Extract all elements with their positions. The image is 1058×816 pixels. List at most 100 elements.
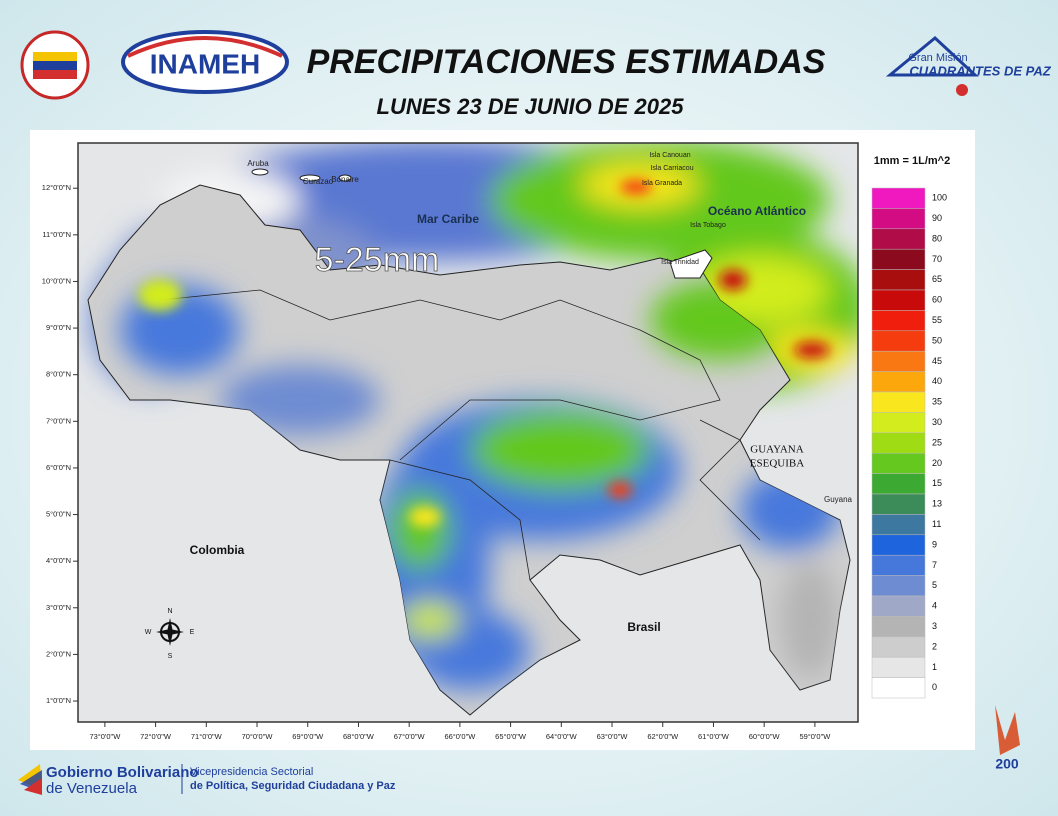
x-tick-label: 60°0'0"W — [749, 732, 781, 741]
compass-label: W — [145, 629, 152, 636]
y-tick-label: 3°0'0"N — [46, 603, 71, 612]
x-tick-label: 65°0'0"W — [495, 732, 527, 741]
legend-label: 4 — [932, 601, 937, 611]
compass-label: N — [167, 608, 172, 615]
legend-swatch — [871, 391, 926, 413]
rain-annotation: 5-25mm — [315, 241, 440, 279]
y-tick-label: 7°0'0"N — [46, 416, 71, 425]
map-label: Isla Canouan — [649, 152, 690, 159]
map-label: Isla Carriacou — [650, 165, 693, 172]
y-tick-label: 5°0'0"N — [46, 510, 71, 519]
y-tick-label: 11°0'0"N — [42, 230, 71, 239]
x-tick-label: 59°0'0"W — [799, 732, 831, 741]
map-label: Mar Caribe — [417, 212, 479, 226]
map-label: ESEQUIBA — [750, 458, 804, 470]
footer-text: Vicepresidencia Sectorial — [190, 766, 313, 778]
legend-label: 45 — [932, 356, 942, 366]
map-label: Aruba — [247, 159, 269, 168]
y-tick-label: 2°0'0"N — [46, 649, 71, 658]
x-tick-label: 73°0'0"W — [89, 732, 121, 741]
footer-text: de Política, Seguridad Ciudadana y Paz — [190, 780, 396, 792]
legend-label: 90 — [932, 213, 942, 223]
x-tick-label: 66°0'0"W — [444, 732, 476, 741]
legend-label: 40 — [932, 376, 942, 386]
legend-swatch — [871, 432, 926, 454]
legend-label: 1 — [932, 662, 937, 672]
y-tick-label: 1°0'0"N — [46, 696, 71, 705]
x-tick-label: 69°0'0"W — [292, 732, 324, 741]
legend-swatch — [871, 493, 926, 515]
map-frame — [77, 142, 859, 723]
badge-text: 200 — [995, 756, 1019, 772]
inameh-logo: INAMEH — [121, 30, 289, 94]
map-label: Isla Granada — [642, 180, 682, 187]
legend-swatch — [871, 554, 926, 576]
legend-label: 35 — [932, 397, 942, 407]
y-tick-label: 8°0'0"N — [46, 370, 71, 379]
x-tick-label: 61°0'0"W — [698, 732, 730, 741]
logo-text: CUADRANTES DE PAZ — [909, 63, 1051, 78]
legend-swatch — [871, 208, 926, 230]
legend-swatch — [871, 269, 926, 291]
y-tick-label: 12°0'0"N — [42, 183, 71, 192]
legend-swatch — [871, 330, 926, 352]
y-tick-label: 4°0'0"N — [46, 556, 71, 565]
y-tick-label: 6°0'0"N — [46, 463, 71, 472]
legend-swatch — [871, 452, 926, 474]
legend-label: 9 — [932, 539, 937, 549]
legend-swatch — [871, 228, 926, 250]
x-tick-label: 64°0'0"W — [546, 732, 578, 741]
legend-label: 80 — [932, 233, 942, 243]
map-label: Bonaire — [331, 175, 359, 184]
legend-swatch — [871, 514, 926, 536]
x-tick-label: 62°0'0"W — [647, 732, 679, 741]
logo-text: Gran Misión — [908, 52, 967, 64]
subtitle: LUNES 23 DE JUNIO DE 2025 — [377, 94, 685, 119]
legend-swatch — [871, 371, 926, 393]
emblem-left — [20, 30, 90, 100]
legend-title: 1mm = 1L/m^2 — [874, 155, 950, 167]
legend-swatch — [871, 616, 926, 638]
legend-swatch — [871, 473, 926, 495]
map-label: Colombia — [190, 543, 245, 557]
y-tick-label: 10°0'0"N — [42, 276, 71, 285]
cuadrantes-logo: Gran Misión CUADRANTES DE PAZ — [885, 36, 1052, 96]
x-tick-label: 72°0'0"W — [140, 732, 172, 741]
legend-swatch — [871, 350, 926, 372]
legend-label: 60 — [932, 295, 942, 305]
legend-label: 25 — [932, 437, 942, 447]
map-label: Curazao — [303, 177, 334, 186]
legend-label: 11 — [932, 519, 941, 529]
x-tick-label: 70°0'0"W — [242, 732, 274, 741]
legend-label: 3 — [932, 621, 937, 631]
legend-label: 30 — [932, 417, 942, 427]
y-tick-label: 9°0'0"N — [46, 323, 71, 332]
x-tick-label: 71°0'0"W — [191, 732, 223, 741]
legend-swatch — [871, 656, 926, 678]
legend-swatch — [871, 636, 926, 658]
legend-label: 70 — [932, 254, 942, 264]
map-label: Guyana — [824, 495, 853, 504]
title: PRECIPITACIONES ESTIMADAS — [307, 43, 826, 81]
compass-label: E — [190, 629, 195, 636]
footer-left-logo — [18, 764, 42, 795]
legend-label: 100 — [932, 193, 947, 203]
logo-text: INAMEH — [150, 48, 260, 79]
legend-swatch — [871, 595, 926, 617]
legend-label: 2 — [932, 641, 937, 651]
compass-label: S — [168, 653, 173, 660]
legend-swatch — [871, 575, 926, 597]
legend-label: 15 — [932, 478, 942, 488]
footer-text: de Venezuela — [46, 780, 138, 797]
legend-swatch — [871, 310, 926, 332]
legend-swatch — [871, 412, 926, 434]
map-label: Isla Trinidad — [661, 259, 699, 266]
map-label: Brasil — [627, 620, 660, 634]
legend-label: 20 — [932, 458, 942, 468]
map-label: Isla Tobago — [690, 222, 726, 229]
legend-swatch — [871, 187, 926, 209]
footer-text: Gobierno Bolivariano — [46, 764, 199, 781]
map-label: GUAYANA — [750, 444, 803, 456]
